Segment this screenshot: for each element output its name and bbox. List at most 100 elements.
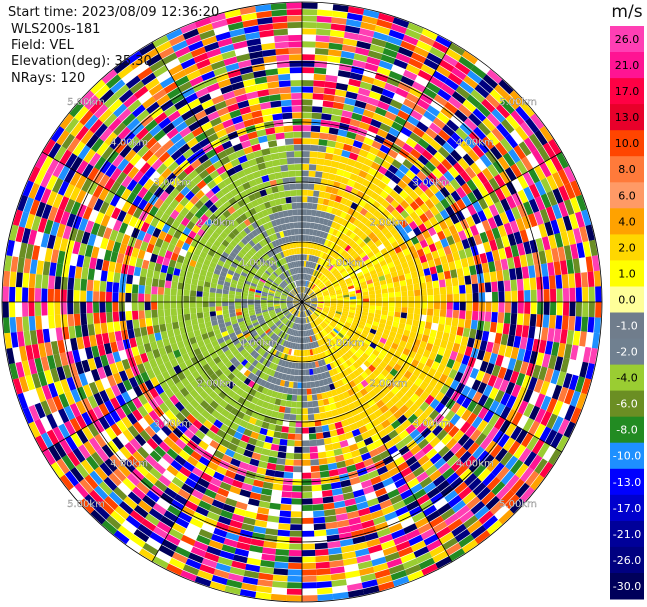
velocity-cell — [293, 298, 300, 301]
velocity-cell — [186, 413, 197, 424]
velocity-cell — [194, 209, 204, 219]
velocity-cell — [205, 254, 213, 262]
velocity-cell — [86, 313, 94, 325]
velocity-cell — [159, 201, 169, 213]
velocity-cell — [131, 293, 138, 302]
velocity-cell — [162, 469, 175, 482]
velocity-cell — [373, 385, 382, 395]
velocity-cell — [115, 394, 127, 407]
velocity-cell — [363, 298, 369, 302]
velocity-cell — [419, 340, 428, 350]
velocity-cell — [206, 511, 220, 522]
velocity-cell — [417, 69, 433, 82]
velocity-cell — [344, 185, 353, 194]
velocity-cell — [429, 122, 442, 135]
velocity-cell — [348, 516, 362, 526]
velocity-cell — [19, 376, 29, 393]
velocity-cell — [190, 307, 197, 314]
velocity-cell — [104, 177, 116, 191]
velocity-cell — [344, 458, 355, 467]
velocity-cell — [368, 206, 377, 215]
velocity-cell — [449, 350, 458, 361]
velocity-cell — [307, 183, 315, 190]
velocity-cell — [308, 235, 313, 242]
velocity-cell — [376, 231, 385, 240]
velocity-cell — [85, 455, 99, 471]
velocity-cell — [119, 144, 132, 158]
velocity-cell — [354, 434, 364, 443]
velocity-cell — [476, 171, 489, 185]
velocity-cell — [509, 370, 520, 384]
velocity-cell — [393, 534, 408, 546]
velocity-cell — [241, 237, 249, 246]
velocity-cell — [99, 280, 107, 292]
velocity-cell — [101, 444, 114, 458]
velocity-cell — [268, 509, 281, 517]
velocity-cell — [444, 513, 459, 526]
velocity-cell — [126, 473, 141, 487]
velocity-cell — [106, 352, 115, 365]
velocity-cell — [34, 357, 44, 373]
velocity-cell — [324, 515, 337, 523]
velocity-cell — [456, 326, 464, 337]
velocity-cell — [233, 507, 247, 517]
velocity-cell — [530, 113, 545, 130]
velocity-cell — [309, 151, 318, 158]
velocity-cell — [274, 294, 281, 298]
velocity-cell — [302, 472, 312, 479]
velocity-cell — [194, 164, 206, 175]
velocity-cell — [219, 326, 227, 333]
velocity-cell — [201, 159, 213, 169]
velocity-cell — [318, 139, 328, 146]
velocity-cell — [274, 293, 281, 297]
velocity-cell — [287, 334, 292, 342]
velocity-cell — [274, 350, 280, 358]
velocity-cell — [305, 336, 309, 343]
velocity-cell — [15, 316, 23, 332]
velocity-cell — [235, 501, 248, 511]
velocity-cell — [209, 390, 218, 400]
velocity-cell — [171, 552, 188, 564]
velocity-cell — [505, 181, 517, 196]
velocity-cell — [313, 312, 319, 318]
velocity-cell — [322, 198, 330, 206]
velocity-cell — [226, 427, 237, 437]
velocity-cell — [329, 331, 336, 338]
velocity-cell — [386, 558, 403, 569]
velocity-cell — [213, 527, 228, 538]
velocity-cell — [164, 315, 172, 324]
velocity-cell — [97, 224, 107, 238]
velocity-cell — [206, 545, 222, 556]
velocity-cell — [493, 214, 504, 227]
velocity-cell — [328, 547, 342, 555]
velocity-cell — [265, 353, 272, 360]
velocity-cell — [180, 570, 197, 582]
velocity-cell — [538, 339, 547, 354]
velocity-cell — [459, 450, 472, 464]
velocity-cell — [53, 146, 67, 162]
velocity-cell — [263, 336, 270, 343]
velocity-cell — [450, 442, 463, 455]
velocity-cell — [171, 281, 178, 289]
velocity-cell — [118, 349, 128, 361]
velocity-cell — [429, 453, 442, 465]
velocity-cell — [247, 347, 255, 354]
velocity-cell — [198, 500, 212, 511]
velocity-cell — [188, 424, 199, 435]
velocity-cell — [243, 570, 260, 579]
velocity-cell — [422, 504, 437, 517]
velocity-cell — [202, 306, 210, 313]
velocity-cell — [550, 219, 560, 235]
velocity-cell — [451, 67, 467, 81]
velocity-cell — [421, 149, 434, 161]
velocity-cell — [170, 308, 177, 316]
velocity-cell — [466, 94, 481, 108]
velocity-cell — [318, 191, 326, 198]
velocity-cell — [236, 332, 244, 339]
velocity-cell — [341, 287, 348, 292]
velocity-cell — [543, 289, 550, 302]
velocity-cell — [217, 556, 233, 567]
velocity-cell — [152, 366, 162, 377]
velocity-cell — [54, 380, 65, 396]
velocity-cell — [542, 276, 550, 290]
